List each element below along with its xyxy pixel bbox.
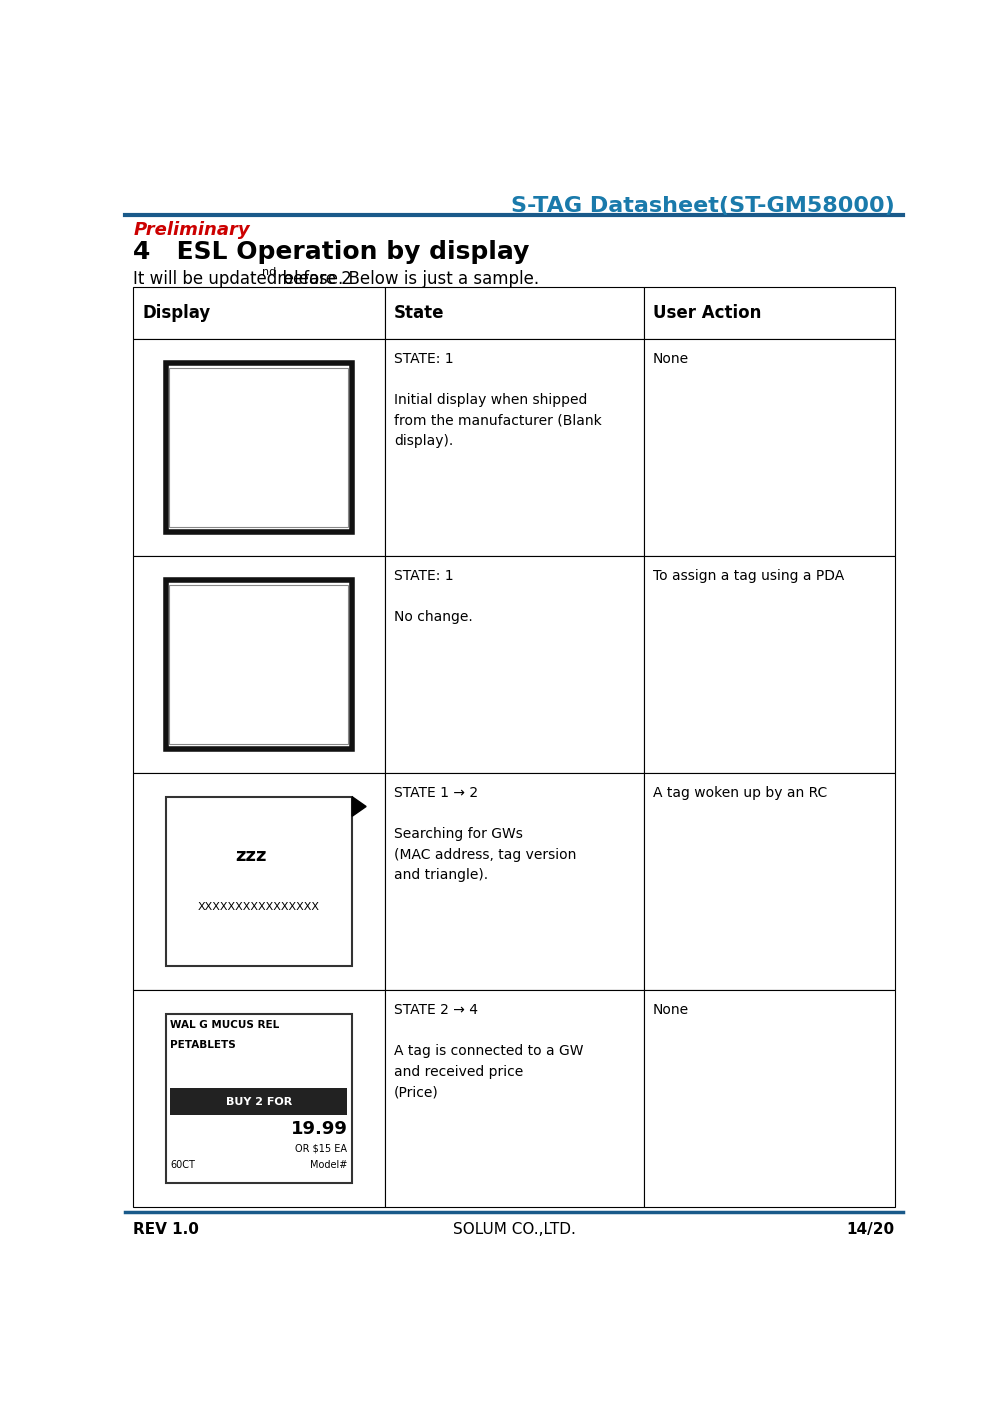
Text: PETABLETS: PETABLETS (170, 1040, 235, 1050)
Bar (384, 286, 643, 339)
Bar (133, 286, 384, 339)
Text: State: State (394, 303, 444, 322)
Text: None: None (652, 351, 688, 365)
Text: STATE 2 → 4

A tag is connected to a GW
and received price
(Price): STATE 2 → 4 A tag is connected to a GW a… (394, 1003, 583, 1099)
Text: 60CT: 60CT (170, 1160, 195, 1170)
Bar (643, 773, 894, 991)
Bar (384, 556, 643, 773)
Bar (643, 339, 894, 556)
Text: 19.99: 19.99 (291, 1120, 347, 1137)
Bar (133, 556, 384, 773)
Bar (133, 339, 384, 556)
Text: BUY 2 FOR: BUY 2 FOR (225, 1096, 292, 1106)
Text: S-TAG Datasheet(ST-GM58000): S-TAG Datasheet(ST-GM58000) (511, 196, 894, 216)
Bar (643, 286, 894, 339)
Polygon shape (352, 797, 366, 817)
Text: WAL G MUCUS REL: WAL G MUCUS REL (170, 1020, 280, 1030)
Bar (169, 586, 348, 744)
Text: STATE: 1

No change.: STATE: 1 No change. (394, 569, 472, 624)
Text: None: None (652, 1003, 688, 1017)
Bar (165, 363, 352, 532)
Text: XXXXXXXXXXXXXXXX: XXXXXXXXXXXXXXXX (197, 902, 320, 912)
Text: STATE 1 → 2

Searching for GWs
(MAC address, tag version
and triangle).: STATE 1 → 2 Searching for GWs (MAC addre… (394, 786, 576, 882)
Bar (384, 991, 643, 1206)
Bar (165, 797, 352, 967)
Bar (169, 368, 348, 526)
Text: Model#: Model# (310, 1160, 347, 1170)
Text: 14/20: 14/20 (846, 1222, 894, 1237)
Text: Display: Display (142, 303, 210, 322)
Bar (643, 556, 894, 773)
Bar (384, 339, 643, 556)
Text: CONFIDENTIAL: CONFIDENTIAL (278, 526, 828, 943)
Text: REV 1.0: REV 1.0 (133, 1222, 198, 1237)
Bar (165, 1013, 352, 1182)
Text: OR $15 EA: OR $15 EA (296, 1143, 347, 1154)
Text: zzz: zzz (235, 847, 267, 865)
Text: To assign a tag using a PDA: To assign a tag using a PDA (652, 569, 844, 583)
Text: Preliminary: Preliminary (133, 222, 249, 240)
Text: STATE: 1

Initial display when shipped
from the manufacturer (Blank
display).: STATE: 1 Initial display when shipped fr… (394, 351, 601, 449)
Text: SOLUM CO.,LTD.: SOLUM CO.,LTD. (452, 1222, 575, 1237)
Text: release. Below is just a sample.: release. Below is just a sample. (273, 271, 539, 288)
Text: User Action: User Action (652, 303, 761, 322)
Bar (133, 991, 384, 1206)
Bar (384, 773, 643, 991)
Text: It will be updated before 2: It will be updated before 2 (133, 271, 352, 288)
Bar (643, 991, 894, 1206)
Text: A tag woken up by an RC: A tag woken up by an RC (652, 786, 827, 800)
Text: nd: nd (262, 267, 277, 277)
Bar (165, 580, 352, 749)
Bar (133, 773, 384, 991)
Bar (170, 1088, 347, 1115)
Text: 4   ESL Operation by display: 4 ESL Operation by display (133, 240, 529, 264)
